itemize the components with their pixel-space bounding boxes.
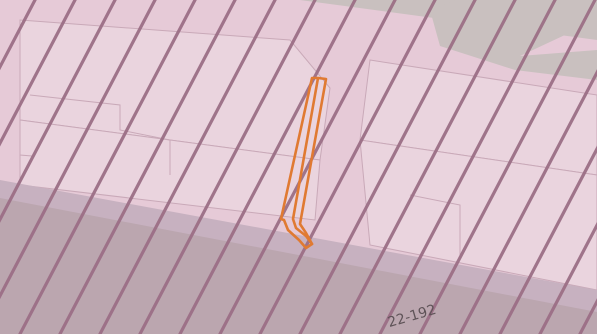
lower-area	[0, 198, 597, 334]
selected-parcel-outline[interactable]	[279, 76, 328, 250]
parcel-boundary	[29, 94, 171, 175]
parcel	[359, 59, 597, 176]
parcel-boundary	[409, 194, 461, 255]
parcel-boundary	[19, 125, 33, 157]
upper-right-area	[430, 0, 597, 80]
